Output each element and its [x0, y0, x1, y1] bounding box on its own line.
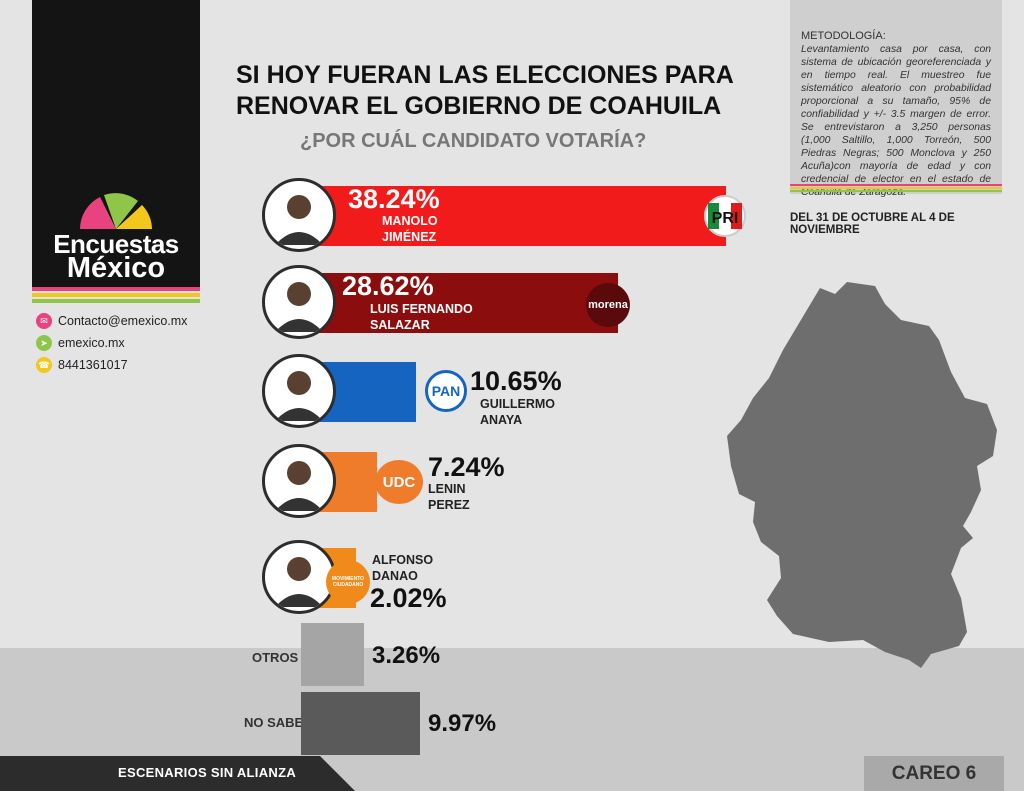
- photo-salazar: [262, 265, 336, 339]
- contact-email[interactable]: ✉ Contacto@emexico.mx: [36, 312, 187, 330]
- pct-perez: 7.24%: [428, 452, 505, 482]
- pct-danao: 2.02%: [370, 583, 447, 613]
- chart-subtitle: ¿POR CUÁL CANDIDATO VOTARÍA?: [300, 130, 647, 152]
- contact-email-text: Contacto@emexico.mx: [58, 314, 188, 328]
- name-danao: ALFONSO DANAO: [372, 553, 434, 583]
- methodology-body: Levantamiento casa por casa, con sistema…: [801, 44, 991, 198]
- pct-otros: 3.26%: [372, 642, 441, 669]
- svg-text:PRI: PRI: [712, 210, 739, 227]
- contact-web[interactable]: ➤ emexico.mx: [36, 334, 125, 352]
- footer-bar: [0, 756, 355, 791]
- name-perez: LENIN PEREZ: [428, 482, 470, 512]
- survey-dates: DEL 31 DE OCTUBRE AL 4 DE NOVIEMBRE: [790, 212, 955, 236]
- logo-panel: [32, 0, 200, 287]
- pct-nosabe: 9.97%: [428, 710, 497, 737]
- title-line2: RENOVAR EL GOBIERNO DE COAHUILA: [236, 92, 722, 120]
- pan-logo-icon: PAN: [425, 370, 467, 412]
- udc-logo-icon: UDC: [375, 460, 423, 504]
- pri-logo-icon: PRI: [704, 195, 746, 237]
- footer-scenario: ESCENARIOS SIN ALIANZA: [118, 765, 297, 780]
- name-salazar: LUIS FERNANDO SALAZAR: [370, 302, 473, 332]
- mail-icon: ✉: [36, 313, 52, 329]
- pct-jimenez: 38.24%: [348, 184, 440, 214]
- methodology-heading: METODOLOGÍA:: [801, 30, 886, 42]
- bar-jimenez: [296, 186, 726, 246]
- title-line1: SI HOY FUERAN LAS ELECCIONES PARA: [236, 61, 734, 89]
- label-nosabe: NO SABE: [244, 715, 304, 730]
- cursor-icon: ➤: [36, 335, 52, 351]
- name-anaya: GUILLERMO ANAYA: [480, 397, 555, 427]
- bar-otros: [301, 623, 364, 686]
- chart-title: SI HOY FUERAN LAS ELECCIONES PARA RENOVA…: [236, 60, 776, 122]
- logo-pie-icon: [80, 193, 152, 229]
- pct-salazar: 28.62%: [342, 271, 434, 301]
- name-jimenez: MANOLO JIMÉNEZ: [382, 214, 438, 244]
- methodology-stripes: [790, 184, 1002, 193]
- photo-danao: [262, 540, 336, 614]
- brand-line2: México: [66, 252, 166, 284]
- contact-phone[interactable]: ☎ 8441361017: [36, 356, 128, 374]
- logo-stripes: [32, 287, 200, 305]
- coahuila-map: [727, 282, 997, 668]
- bar-nosabe: [301, 692, 420, 755]
- contact-phone-text: 8441361017: [58, 358, 128, 372]
- careo-badge: CAREO 6: [864, 756, 1004, 791]
- phone-icon: ☎: [36, 357, 52, 373]
- morena-logo-icon: morena: [586, 283, 630, 327]
- mc-logo-icon: MOVIMIENTO CIUDADANO: [326, 560, 370, 604]
- photo-anaya: [262, 354, 336, 428]
- photo-jimenez: [262, 178, 336, 252]
- brand-line1: Encuestas: [53, 229, 179, 259]
- pct-anaya: 10.65%: [470, 366, 562, 396]
- bar-salazar: [296, 273, 618, 333]
- photo-perez: [262, 444, 336, 518]
- methodology-box: METODOLOGÍA: Levantamiento casa por casa…: [790, 0, 1002, 198]
- label-otros: OTROS: [252, 650, 299, 665]
- contact-web-text: emexico.mx: [58, 336, 125, 350]
